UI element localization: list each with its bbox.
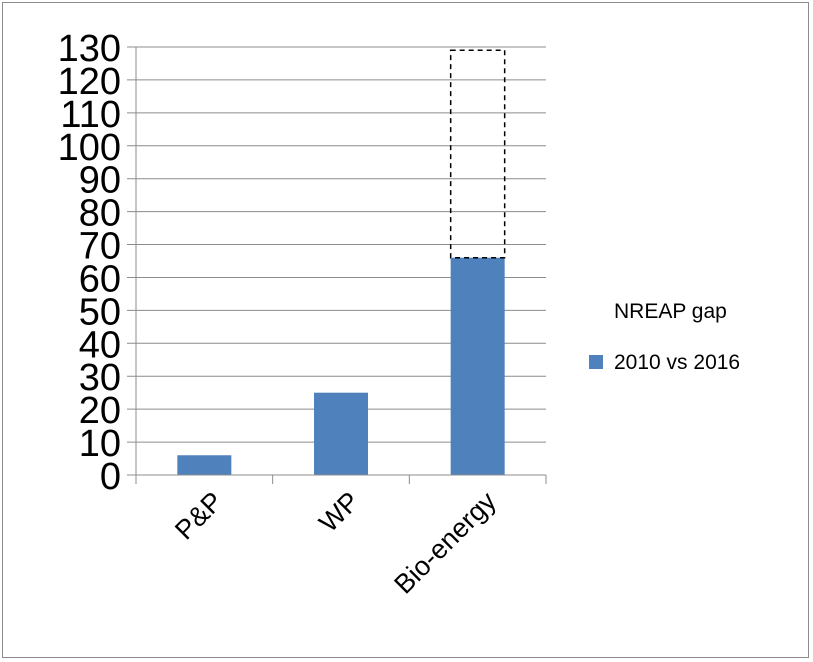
legend-series-label: 2010 vs 2016	[614, 351, 740, 374]
y-tick-label-70: 70	[79, 226, 121, 268]
y-tick-label-40: 40	[79, 324, 121, 366]
y-tick-label-30: 30	[79, 357, 121, 399]
y-tick-label-0: 0	[100, 456, 121, 498]
y-tick-label-120: 120	[58, 61, 121, 103]
legend-gap-label: NREAP gap	[614, 300, 727, 323]
nreap-gap-outline	[449, 49, 506, 259]
bar-p-p	[177, 455, 232, 475]
x-category-label: P&P	[169, 486, 228, 545]
legend: NREAP gap 2010 vs 2016	[589, 300, 740, 374]
legend-swatch	[589, 355, 603, 369]
bar-bio-energy	[450, 257, 505, 475]
gridlines	[127, 46, 546, 476]
y-tick-label-10: 10	[79, 423, 121, 465]
y-tick-label-50: 50	[79, 291, 121, 333]
y-tick-label-20: 20	[79, 390, 121, 432]
y-tick-label-110: 110	[60, 94, 121, 136]
x-category-label: WP	[313, 486, 365, 538]
y-tick-label-90: 90	[79, 160, 121, 202]
y-tick-label-60: 60	[79, 258, 121, 300]
bar-wp	[314, 392, 368, 475]
y-tick-label-80: 80	[79, 193, 121, 235]
bars	[177, 49, 506, 475]
x-axis: P&P WP Bio-energy	[127, 474, 547, 600]
y-tick-label-130: 130	[58, 28, 121, 70]
y-tick-label-100: 100	[58, 127, 121, 169]
x-category-label: Bio-energy	[388, 486, 502, 600]
